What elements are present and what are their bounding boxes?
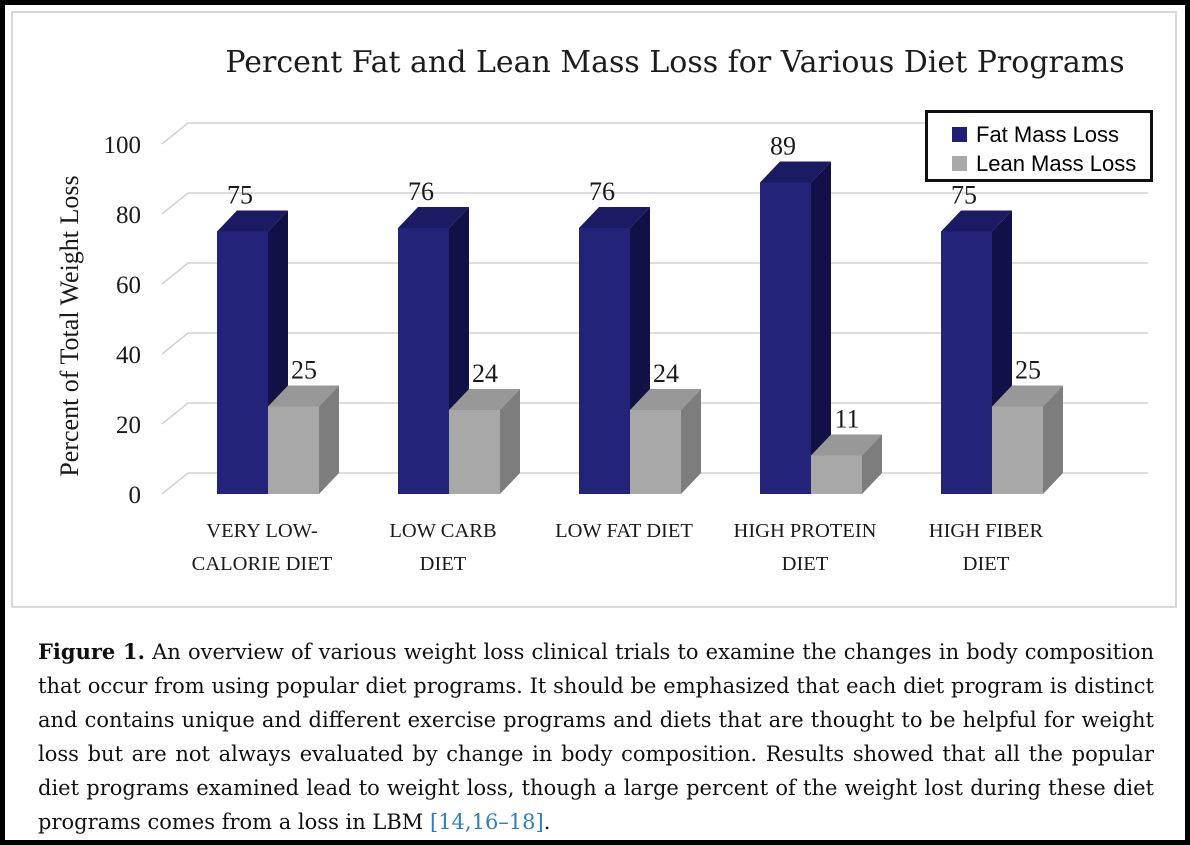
bar-lean-mass-loss-top — [268, 385, 339, 407]
y-axis-title: Percent of Total Weight Loss — [55, 175, 84, 476]
figure-caption-label: Figure 1. — [38, 639, 145, 664]
bar-fat-mass-loss-front — [217, 231, 268, 494]
y-tick-label: 60 — [116, 272, 141, 299]
legend-item-lean-mass-loss: Lean Mass Loss — [952, 149, 1150, 178]
legend-label: Fat Mass Loss — [976, 121, 1120, 147]
legend-label: Lean Mass Loss — [976, 150, 1137, 176]
bar-lean-mass-loss-front — [449, 410, 500, 494]
chart-title: Percent Fat and Lean Mass Loss for Vario… — [225, 45, 1125, 80]
bar-lean-mass-loss-top — [992, 385, 1063, 407]
bar-lean-mass-loss-top — [811, 434, 882, 456]
bar-lean-mass-loss-side — [500, 389, 520, 494]
bar-lean-mass-loss-side — [319, 385, 339, 494]
bar-value-label: 11 — [834, 405, 859, 434]
bar-lean-mass-loss-top — [630, 389, 701, 410]
y-tick-label: 100 — [104, 132, 142, 159]
legend-item-fat-mass-loss: Fat Mass Loss — [952, 120, 1150, 149]
bar-value-label: 75 — [227, 181, 253, 210]
bar-value-label: 75 — [951, 181, 977, 210]
citation-link[interactable]: [14,16–18] — [430, 810, 544, 834]
category-label: DIET — [782, 553, 829, 575]
bar-fat-mass-loss-front — [579, 228, 630, 494]
y-tick-label: 40 — [116, 342, 141, 369]
category-label: LOW FAT DIET — [555, 520, 693, 542]
figure-caption-period: . — [543, 810, 551, 834]
y-tick-label: 20 — [116, 412, 141, 439]
category-label: HIGH PROTEIN — [734, 520, 877, 542]
bar-value-label: 25 — [1015, 356, 1041, 385]
bar-value-label: 89 — [770, 132, 796, 161]
bar-lean-mass-loss-side — [1043, 385, 1063, 494]
legend-swatch-fat-mass-loss — [952, 127, 967, 142]
figure-caption-text: An overview of various weight loss clini… — [38, 640, 1154, 834]
bar-fat-mass-loss-front — [760, 182, 811, 494]
category-label: DIET — [420, 553, 467, 575]
bar-lean-mass-loss-side — [862, 434, 882, 494]
bar-fat-mass-loss-top — [398, 207, 469, 228]
bar-lean-mass-loss-front — [811, 455, 862, 494]
legend-swatch-lean-mass-loss — [952, 156, 967, 171]
legend: Fat Mass Loss Lean Mass Loss — [925, 110, 1153, 182]
chart-panel — [11, 11, 1177, 608]
gridline — [161, 122, 1148, 145]
bar-lean-mass-loss-front — [268, 406, 319, 494]
bar-value-label: 76 — [589, 177, 615, 206]
y-tick-label: 0 — [129, 482, 142, 509]
bar-value-label: 25 — [291, 356, 317, 385]
y-tick-label: 80 — [116, 202, 141, 229]
bar-fat-mass-loss-top — [217, 210, 288, 232]
bar-lean-mass-loss-top — [449, 389, 520, 410]
category-label: HIGH FIBER — [929, 520, 1044, 542]
bar-lean-mass-loss-front — [630, 410, 681, 494]
figure-caption: Figure 1. An overview of various weight … — [38, 635, 1154, 839]
bar-chart-svg: 0 20 40 60 80 100 Percent of Total Weight Loss… — [55, 122, 1148, 575]
bar-value-label: 24 — [653, 359, 679, 388]
category-label: CALORIE DIET — [192, 553, 333, 575]
bar-lean-mass-loss-side — [681, 389, 701, 494]
bar-fat-mass-loss-side — [811, 161, 831, 494]
bar-lean-mass-loss-front — [992, 406, 1043, 494]
bar-fat-mass-loss-top — [941, 210, 1012, 232]
bar-fat-mass-loss-top — [760, 161, 831, 183]
category-label: LOW CARB — [389, 520, 496, 542]
category-label: VERY LOW- — [206, 520, 318, 542]
bar-fat-mass-loss-front — [941, 231, 992, 494]
bar-value-label: 76 — [408, 177, 434, 206]
bar-fat-mass-loss-top — [579, 207, 650, 228]
category-label: DIET — [963, 553, 1010, 575]
bar-fat-mass-loss-front — [398, 228, 449, 494]
bar-value-label: 24 — [472, 359, 498, 388]
